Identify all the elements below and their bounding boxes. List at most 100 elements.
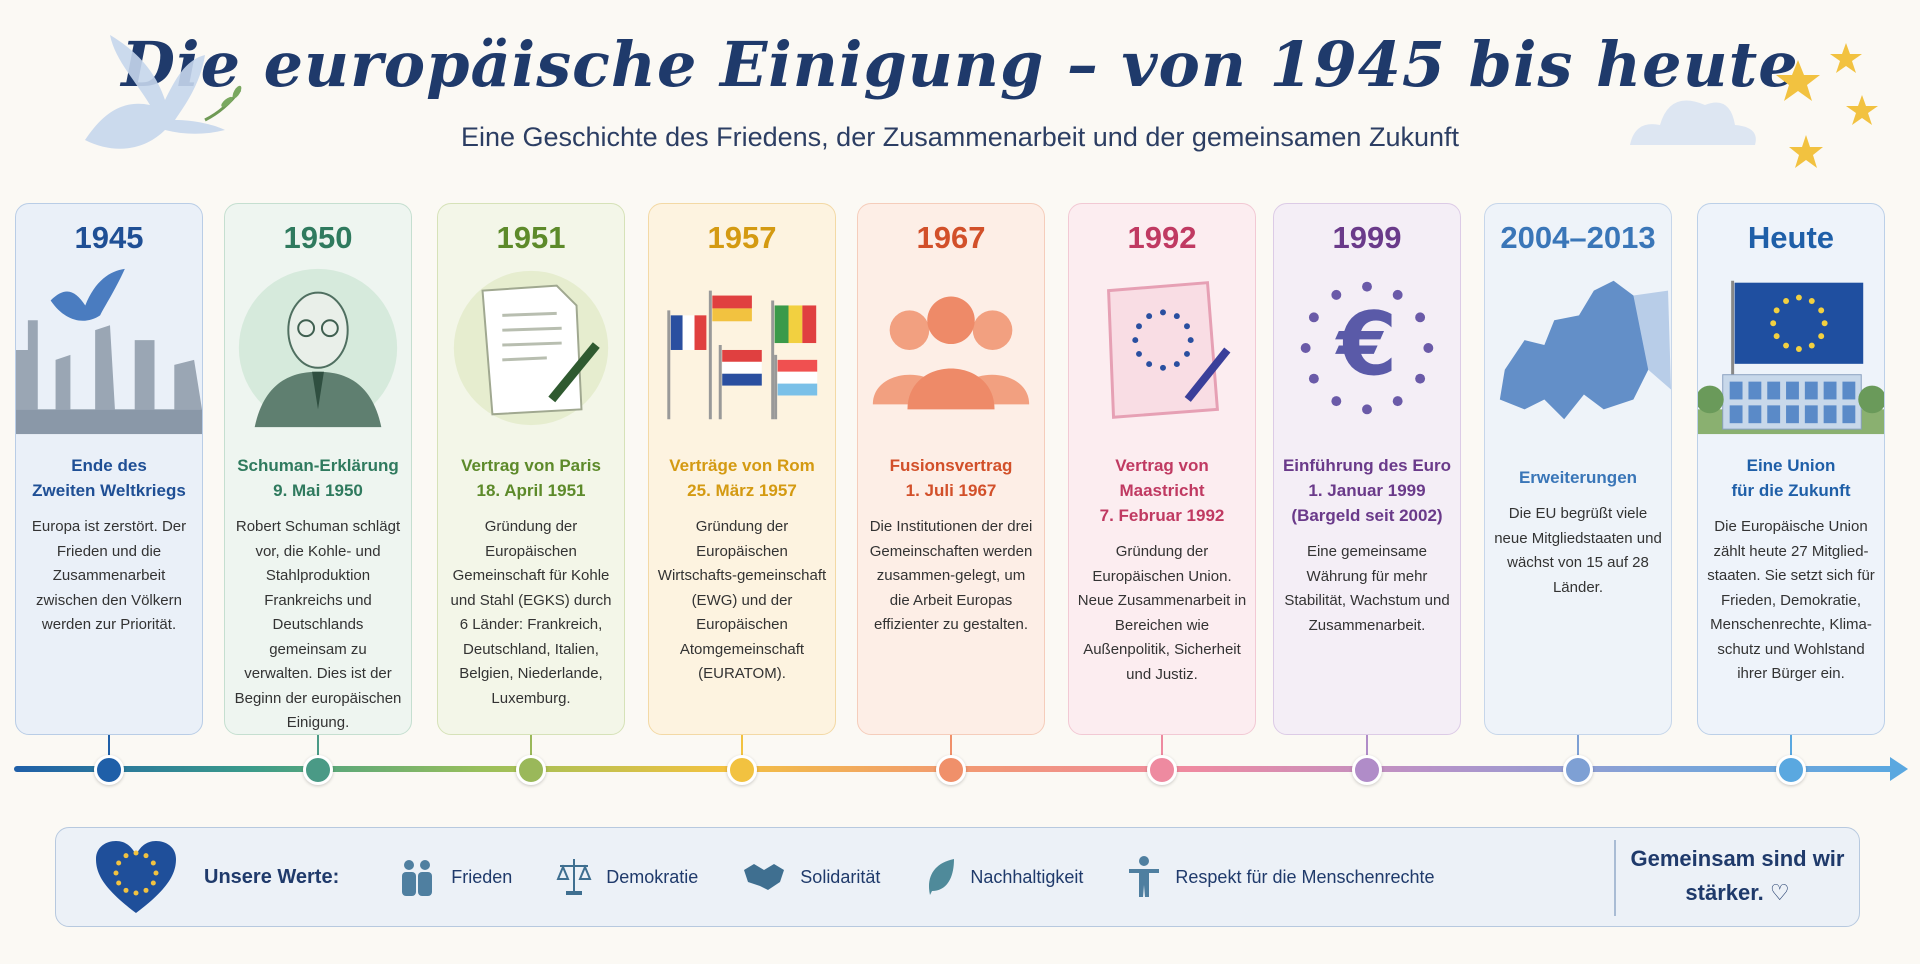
event-heading-line: 1. Januar 1999 — [1308, 481, 1426, 500]
timeline-dot — [1147, 755, 1177, 785]
event-heading-line: für die Zukunft — [1731, 481, 1851, 500]
event-card: 1951 Vertrag von Paris 18. April 1951 Grü… — [437, 203, 625, 735]
timeline-dot — [727, 755, 757, 785]
event-year: 1950 — [283, 220, 353, 255]
timeline-stem — [1161, 735, 1163, 765]
timeline-dot — [303, 755, 333, 785]
svg-text:€: € — [1335, 294, 1398, 396]
event-year: 1957 — [707, 220, 777, 255]
eu-flag-building-icon — [1698, 260, 1884, 435]
timeline-stem — [1577, 735, 1579, 765]
event-description: Die Institutionen der drei Gemeinschafte… — [869, 518, 1033, 633]
event-heading: Erweiterungen — [1485, 465, 1671, 490]
event-heading-line: 7. Februar 1992 — [1099, 506, 1225, 525]
value-demokratie: Demokratie — [556, 857, 698, 897]
event-heading-line: Einführung des Euro — [1282, 456, 1452, 475]
event-year: 1967 — [916, 220, 986, 255]
dove-icon — [85, 35, 242, 149]
page-subtitle: Eine Geschichte des Friedens, der Zusamm… — [460, 122, 1459, 152]
event-heading: Eine Union für die Zukunft — [1698, 453, 1884, 503]
flags-icon — [649, 260, 835, 435]
event-description: Die Europäische Union zählt heute 27 Mit… — [1707, 518, 1875, 682]
event-card: 1945 Ende des Zweiten Weltkriegs Europa i… — [15, 203, 203, 735]
event-heading: Einführung des Euro 1. Januar 1999 (Bargel… — [1274, 453, 1460, 528]
event-year: 1951 — [496, 220, 566, 255]
event-heading: Fusionsvertrag 1. Juli 1967 — [858, 453, 1044, 503]
timeline-stem — [530, 735, 532, 765]
timeline-stem — [741, 735, 743, 765]
scales-icon — [556, 859, 592, 895]
value-frieden: Frieden — [397, 857, 512, 897]
event-card: 1999 € Einführung des Euro 1. Januar 1999… — [1273, 203, 1461, 735]
event-heading-line: 9. Mai 1950 — [273, 481, 363, 500]
event-heading: Vertrag von Paris 18. April 1951 — [438, 453, 624, 503]
document-pen-icon — [438, 260, 624, 435]
event-heading-line: Verträge von Rom — [669, 456, 815, 475]
event-description: Gründung der Europäischen Union. Neue Zu… — [1077, 543, 1247, 683]
timeline-dot — [516, 755, 546, 785]
event-heading-line: Fusionsvertrag — [889, 456, 1013, 475]
value-nachhaltigkeit: Nachhaltigkeit — [924, 857, 1083, 897]
event-heading: Vertrag von Maastricht 7. Februar 1992 — [1069, 453, 1255, 528]
timeline-dot — [1776, 755, 1806, 785]
values-footer: Unsere Werte: Frieden Demokratie Solidar… — [55, 827, 1860, 927]
value-solidaritaet: Solidarität — [742, 860, 880, 894]
event-card: 1957 Verträge von Rom 25. März 1957 Gründ… — [648, 203, 836, 735]
event-heading: Ende des Zweiten Weltkriegs — [16, 453, 202, 503]
portrait-icon — [225, 260, 411, 435]
event-heading: Verträge von Rom 25. März 1957 — [649, 453, 835, 503]
timeline-stem — [317, 735, 319, 765]
event-card: 1992 Vertrag von Maastricht 7. Februar 19… — [1068, 203, 1256, 735]
event-heading-line: Vertrag von Paris — [461, 456, 601, 475]
event-heading-line: 25. März 1957 — [687, 481, 797, 500]
event-heading-line: 1. Juli 1967 — [905, 481, 997, 500]
event-heading: Schuman-Erklärung 9. Mai 1950 — [225, 453, 411, 503]
timeline-dot — [94, 755, 124, 785]
page-title: Die europäische Einigung – von 1945 bis … — [121, 28, 1799, 101]
event-card: 2004–2013 Erweiterungen Die EU begrüßt v… — [1484, 203, 1672, 735]
event-year: 1945 — [74, 220, 144, 255]
people-icon — [402, 860, 433, 896]
eu-heart-icon — [96, 841, 176, 913]
event-heading-line: Vertrag von Maastricht — [1115, 456, 1209, 500]
timeline-dot — [936, 755, 966, 785]
dove-ruins-icon — [16, 260, 202, 435]
euro-icon: € — [1274, 260, 1460, 435]
europe-map-icon — [1485, 260, 1671, 435]
slogan: Gemeinsam sind wir stärker. ♡ — [1614, 840, 1859, 916]
event-heading-line: Ende des — [71, 456, 147, 475]
event-description: Die EU begrüßt viele neue Mitgliedstaate… — [1494, 505, 1662, 596]
event-description: Gründung der Europäischen Gemeinschaft f… — [450, 518, 612, 707]
event-year: 2004–2013 — [1500, 220, 1656, 255]
event-heading-line: 18. April 1951 — [476, 481, 586, 500]
stars-cloud-icon — [1630, 43, 1878, 168]
timeline-arrow-icon — [1890, 757, 1908, 781]
event-heading-line: (Bargeld seit 2002) — [1291, 506, 1443, 525]
leaf-icon — [929, 859, 955, 895]
event-heading-line: Eine Union — [1746, 456, 1836, 475]
timeline-stem — [1790, 735, 1792, 765]
timeline-stem — [1366, 735, 1368, 765]
event-description: Eine gemeinsame Währung für mehr Stabili… — [1284, 543, 1450, 634]
event-heading-line: Schuman-Erklärung — [237, 456, 399, 475]
event-heading-line: Zweiten Weltkriegs — [32, 481, 186, 500]
people-icon — [858, 260, 1044, 435]
event-description: Robert Schuman schlägt vor, die Kohle- u… — [234, 518, 402, 731]
event-card: 1967 Fusionsvertrag 1. Juli 1967 Die Inst… — [857, 203, 1045, 735]
event-card: 1950 Schuman-Erklärung 9. Mai 1950 Robert… — [224, 203, 412, 735]
event-year: 1992 — [1127, 220, 1197, 255]
event-description: Gründung der Europäischen Wirtschafts-ge… — [657, 518, 827, 682]
event-heading-line: Erweiterungen — [1518, 468, 1638, 487]
values-label: Unsere Werte: — [204, 865, 340, 888]
timeline-stem — [108, 735, 110, 765]
event-card: Heute Eine Union für die Zukunft Die Euro… — [1697, 203, 1885, 735]
person-icon — [1129, 856, 1160, 897]
timeline-dot — [1352, 755, 1382, 785]
event-year: Heute — [1747, 220, 1835, 255]
value-menschenrechte: Respekt für die Menschenrechte — [1127, 855, 1435, 899]
timeline-dot — [1563, 755, 1593, 785]
treaty-stars-icon — [1069, 260, 1255, 435]
timeline-stem — [950, 735, 952, 765]
handshake-icon — [744, 864, 785, 890]
event-description: Europa ist zerstört. Der Frieden und die… — [31, 518, 187, 633]
